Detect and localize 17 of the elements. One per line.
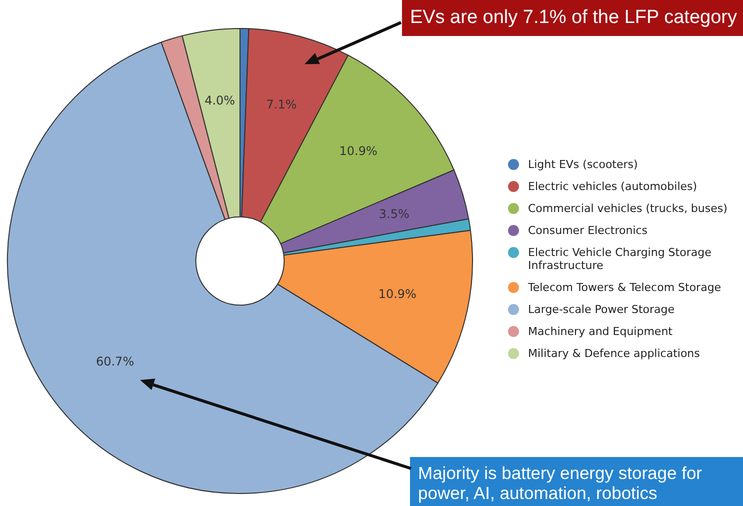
legend-label: Telecom Towers & Telecom Storage [528,281,722,294]
legend-label: Electric Vehicle Charging Storage Infrastructure [528,246,712,272]
data-label: 3.5% [378,206,410,221]
legend-label: Light EVs (scooters) [528,158,638,171]
legend-label: Large-scale Power Storage [528,303,675,316]
legend-label: Consumer Electronics [528,224,648,237]
legend-label: Military & Defence applications [528,347,700,360]
text: Majority is battery energy storage for power, AI, automation, robotics [410,457,743,506]
data-label: 7.1% [266,98,297,112]
legend-label: Machinery and Equipment [528,325,672,338]
data-label: 10.9% [339,144,378,158]
data-label: 60.7% [96,354,134,369]
legend-label: Electric vehicles (automobiles) [528,180,698,193]
legend-label: Commercial vehicles (trucks, buses) [528,202,728,215]
data-label: 10.9% [378,286,416,301]
data-label: 4.0% [204,93,236,108]
text: EVs are only 7.1% of the LFP category [402,0,743,36]
